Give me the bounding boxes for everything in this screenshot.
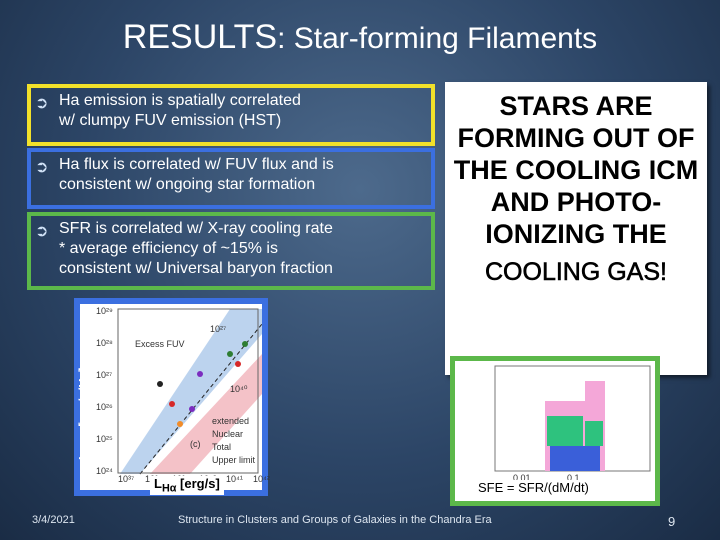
bullet-box: ➲ Ha emission is spatially correlated w/… <box>27 84 435 146</box>
plot-art <box>117 308 262 475</box>
y-label-symbol: L <box>76 452 91 460</box>
bullet-text: Ha emission is spatially correlated w/ c… <box>59 92 301 129</box>
x-tick-label: 0.01 <box>513 473 531 483</box>
annotation: 10⁴⁰ <box>230 384 248 394</box>
legend-entry: Nuclear <box>212 429 244 439</box>
callout-text: STARS ARE FORMING OUT OF THE COOLING ICM… <box>453 91 699 249</box>
bullet-text: SFR is correlated w/ X-ray cooling rate … <box>59 220 333 277</box>
footer-page: 9 <box>668 514 676 529</box>
y-tick-label: 10²⁹ <box>96 306 113 316</box>
annotation: (c) <box>190 439 201 449</box>
y-label-sub: FUV <box>82 430 95 453</box>
band <box>150 354 262 474</box>
y-tick-label: 10²⁴ <box>96 466 113 476</box>
y-label-unit: [erg/s/Hz] <box>76 367 91 431</box>
right-x-label: SFE = SFR/(dM/dt) <box>475 480 592 495</box>
y-tick-label: 10²⁷ <box>96 370 113 380</box>
y-tick-label: 10²⁸ <box>96 338 113 348</box>
legend-entry: Upper limit <box>212 455 256 465</box>
title-main: RESULTS <box>122 18 278 56</box>
x-label-unit: [erg/s] <box>176 476 220 491</box>
footer-event: Structure in Clusters and Groups of Gala… <box>178 514 492 526</box>
plot-art <box>494 365 651 472</box>
bullet-icon: ➲ <box>35 159 49 176</box>
axes <box>117 308 259 474</box>
x-axis-label: LHα [erg/s] <box>150 476 224 495</box>
fit-line <box>139 323 262 475</box>
points <box>157 341 248 427</box>
x-tick-label: 10⁴¹ <box>226 474 243 484</box>
x-label-symbol: L <box>154 476 162 491</box>
band <box>120 309 262 474</box>
x-tick-label: 10³⁷ <box>118 474 135 484</box>
bullet-icon: ➲ <box>35 223 49 240</box>
x-label-sub: Hα <box>161 482 177 495</box>
footer-date: 3/4/2021 <box>32 514 75 526</box>
left-plot: Excess FUV 10²⁷ 10⁴⁰ (c) 10²⁹ 10²⁸ 10²⁷ 10²… <box>74 298 270 496</box>
bullet-box: ➲ SFR is correlated w/ X-ray cooling rat… <box>27 212 435 290</box>
annotation: Excess FUV <box>135 339 185 349</box>
annotation: 10²⁷ <box>210 324 227 334</box>
legend-entry: extended <box>212 416 250 426</box>
x-tick-label: 10⁴² <box>253 474 270 484</box>
bullet-icon: ➲ <box>35 95 49 112</box>
x-tick-label: 0.1 <box>567 473 580 483</box>
y-axis-label: LFUV [erg/s/Hz] <box>76 368 95 460</box>
title-rest: : Star-forming Filaments <box>277 22 598 55</box>
y-tick-label: 10²⁶ <box>96 402 113 412</box>
legend-entry: Total <box>212 442 232 452</box>
y-tick-label: 10²⁵ <box>96 434 113 444</box>
slide-title: RESULTS: Star-forming Filaments <box>0 18 720 57</box>
callout: STARS ARE FORMING OUT OF THE COOLING ICM… <box>445 82 707 375</box>
bullet-text: Ha flux is correlated w/ FUV flux and is… <box>59 156 334 193</box>
bullet-box: ➲ Ha flux is correlated w/ FUV flux and … <box>27 148 435 209</box>
callout-last: COOLING GAS! <box>485 258 668 287</box>
